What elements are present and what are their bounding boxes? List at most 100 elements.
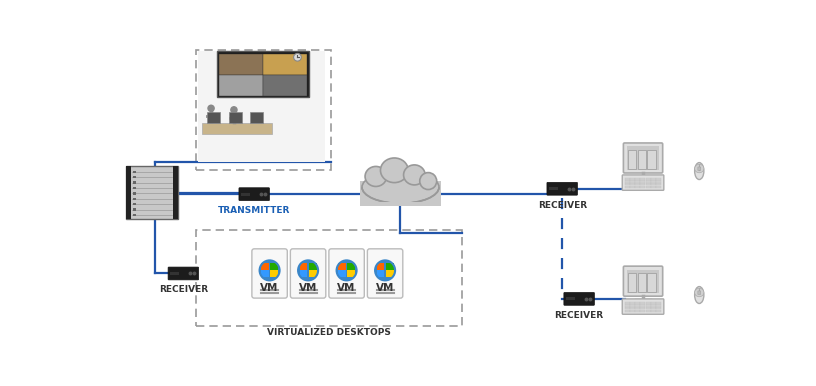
FancyBboxPatch shape bbox=[645, 301, 650, 304]
FancyBboxPatch shape bbox=[309, 263, 317, 269]
Text: VIRTUALIZED DESKTOPS: VIRTUALIZED DESKTOPS bbox=[268, 328, 391, 337]
FancyBboxPatch shape bbox=[338, 263, 346, 269]
FancyBboxPatch shape bbox=[132, 181, 135, 184]
FancyBboxPatch shape bbox=[624, 301, 630, 304]
Ellipse shape bbox=[362, 171, 439, 203]
FancyBboxPatch shape bbox=[377, 263, 384, 269]
Circle shape bbox=[259, 261, 280, 280]
FancyBboxPatch shape bbox=[299, 263, 308, 269]
FancyBboxPatch shape bbox=[624, 180, 630, 183]
FancyBboxPatch shape bbox=[377, 269, 384, 276]
FancyBboxPatch shape bbox=[651, 307, 656, 309]
FancyBboxPatch shape bbox=[656, 307, 661, 309]
FancyBboxPatch shape bbox=[624, 178, 630, 180]
FancyBboxPatch shape bbox=[299, 269, 308, 276]
FancyBboxPatch shape bbox=[132, 187, 135, 189]
FancyBboxPatch shape bbox=[656, 183, 661, 185]
FancyBboxPatch shape bbox=[624, 183, 630, 185]
FancyBboxPatch shape bbox=[628, 150, 636, 169]
Ellipse shape bbox=[694, 163, 704, 179]
Ellipse shape bbox=[404, 165, 425, 185]
FancyBboxPatch shape bbox=[623, 175, 664, 190]
FancyBboxPatch shape bbox=[630, 301, 635, 304]
FancyBboxPatch shape bbox=[647, 150, 656, 169]
FancyBboxPatch shape bbox=[630, 180, 635, 183]
FancyBboxPatch shape bbox=[132, 208, 135, 211]
FancyBboxPatch shape bbox=[635, 178, 641, 180]
FancyBboxPatch shape bbox=[641, 183, 645, 185]
FancyBboxPatch shape bbox=[263, 54, 307, 75]
Text: VM: VM bbox=[376, 283, 394, 293]
FancyBboxPatch shape bbox=[645, 186, 650, 188]
FancyBboxPatch shape bbox=[132, 176, 135, 178]
FancyBboxPatch shape bbox=[656, 304, 661, 306]
FancyBboxPatch shape bbox=[698, 167, 701, 171]
Text: RECEIVER: RECEIVER bbox=[159, 285, 208, 295]
Circle shape bbox=[208, 105, 214, 112]
FancyBboxPatch shape bbox=[637, 273, 646, 292]
FancyBboxPatch shape bbox=[251, 112, 264, 123]
FancyBboxPatch shape bbox=[645, 180, 650, 183]
FancyBboxPatch shape bbox=[635, 186, 641, 188]
FancyBboxPatch shape bbox=[309, 269, 317, 276]
FancyBboxPatch shape bbox=[132, 192, 135, 195]
FancyBboxPatch shape bbox=[367, 249, 403, 298]
FancyBboxPatch shape bbox=[623, 266, 663, 296]
FancyBboxPatch shape bbox=[698, 291, 701, 295]
FancyBboxPatch shape bbox=[623, 143, 663, 173]
Ellipse shape bbox=[365, 166, 387, 186]
FancyBboxPatch shape bbox=[656, 186, 661, 188]
FancyBboxPatch shape bbox=[651, 310, 656, 312]
FancyBboxPatch shape bbox=[624, 307, 630, 309]
FancyBboxPatch shape bbox=[217, 51, 309, 97]
Text: TRANSMITTER: TRANSMITTER bbox=[218, 206, 290, 215]
FancyBboxPatch shape bbox=[637, 150, 646, 169]
FancyBboxPatch shape bbox=[202, 123, 272, 134]
FancyBboxPatch shape bbox=[623, 299, 664, 314]
FancyBboxPatch shape bbox=[338, 269, 346, 276]
Ellipse shape bbox=[419, 173, 437, 190]
FancyBboxPatch shape bbox=[252, 249, 287, 298]
FancyBboxPatch shape bbox=[627, 269, 659, 293]
FancyBboxPatch shape bbox=[132, 171, 135, 173]
FancyBboxPatch shape bbox=[549, 187, 558, 190]
FancyBboxPatch shape bbox=[630, 178, 635, 180]
FancyBboxPatch shape bbox=[361, 202, 441, 207]
FancyBboxPatch shape bbox=[641, 178, 645, 180]
FancyBboxPatch shape bbox=[239, 188, 269, 201]
FancyBboxPatch shape bbox=[126, 166, 178, 219]
Circle shape bbox=[375, 261, 395, 280]
FancyBboxPatch shape bbox=[228, 112, 242, 123]
FancyBboxPatch shape bbox=[630, 310, 635, 312]
FancyBboxPatch shape bbox=[172, 166, 178, 219]
FancyBboxPatch shape bbox=[651, 178, 656, 180]
FancyBboxPatch shape bbox=[207, 112, 220, 123]
Text: RECEIVER: RECEIVER bbox=[555, 311, 604, 320]
FancyBboxPatch shape bbox=[241, 193, 250, 196]
FancyBboxPatch shape bbox=[261, 263, 268, 269]
FancyBboxPatch shape bbox=[647, 273, 656, 292]
FancyBboxPatch shape bbox=[329, 249, 364, 298]
FancyBboxPatch shape bbox=[641, 301, 645, 304]
FancyBboxPatch shape bbox=[635, 180, 641, 183]
FancyBboxPatch shape bbox=[645, 307, 650, 309]
Circle shape bbox=[298, 261, 318, 280]
FancyBboxPatch shape bbox=[126, 166, 131, 219]
FancyBboxPatch shape bbox=[263, 75, 307, 96]
Circle shape bbox=[294, 53, 301, 61]
FancyBboxPatch shape bbox=[635, 183, 641, 185]
FancyBboxPatch shape bbox=[290, 249, 326, 298]
FancyBboxPatch shape bbox=[566, 297, 574, 300]
Text: RECEIVER: RECEIVER bbox=[538, 201, 587, 210]
FancyBboxPatch shape bbox=[651, 301, 656, 304]
Ellipse shape bbox=[694, 288, 704, 297]
FancyBboxPatch shape bbox=[645, 304, 650, 306]
FancyBboxPatch shape bbox=[641, 310, 645, 312]
FancyBboxPatch shape bbox=[656, 301, 661, 304]
FancyBboxPatch shape bbox=[630, 304, 635, 306]
FancyBboxPatch shape bbox=[641, 180, 645, 183]
FancyBboxPatch shape bbox=[219, 75, 263, 96]
Text: VM: VM bbox=[260, 283, 279, 293]
FancyBboxPatch shape bbox=[171, 272, 179, 275]
FancyBboxPatch shape bbox=[348, 269, 355, 276]
